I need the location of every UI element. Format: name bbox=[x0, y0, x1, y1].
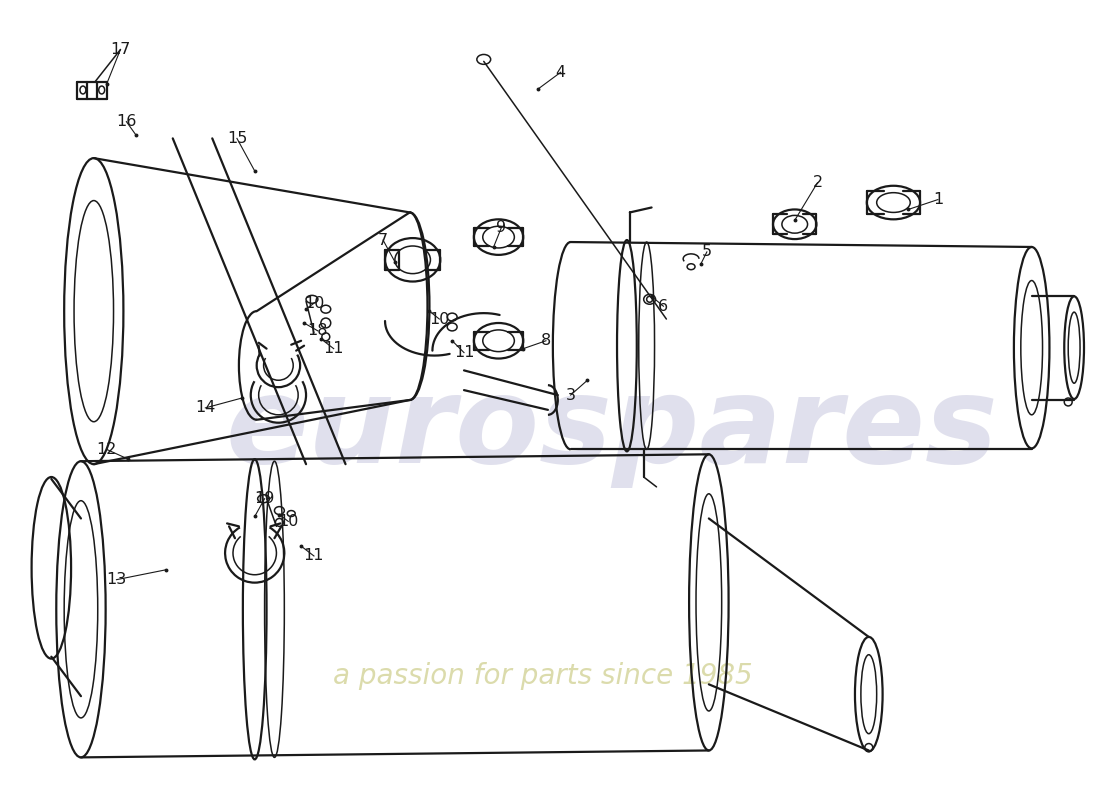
Text: 5: 5 bbox=[702, 245, 712, 259]
Text: 8: 8 bbox=[541, 334, 551, 348]
Text: 11: 11 bbox=[304, 549, 324, 563]
Text: 18: 18 bbox=[308, 323, 328, 338]
Text: 7: 7 bbox=[378, 233, 388, 247]
Text: 11: 11 bbox=[454, 345, 474, 360]
Text: 19: 19 bbox=[254, 491, 275, 506]
Text: 1: 1 bbox=[933, 192, 943, 207]
Text: 10: 10 bbox=[304, 296, 324, 310]
Text: 4: 4 bbox=[556, 65, 565, 80]
Text: 3: 3 bbox=[565, 387, 575, 402]
Text: 2: 2 bbox=[813, 175, 823, 190]
Text: 11: 11 bbox=[323, 341, 344, 356]
Text: eurospares: eurospares bbox=[226, 371, 999, 488]
Text: 12: 12 bbox=[97, 442, 117, 457]
Text: 15: 15 bbox=[227, 131, 248, 146]
Text: 6: 6 bbox=[659, 298, 669, 314]
Text: 10: 10 bbox=[429, 311, 450, 326]
Text: 9: 9 bbox=[496, 220, 507, 234]
Text: 13: 13 bbox=[107, 572, 126, 587]
Text: 17: 17 bbox=[110, 42, 131, 57]
Text: 14: 14 bbox=[195, 400, 216, 415]
Text: 16: 16 bbox=[117, 114, 136, 129]
Text: a passion for parts since 1985: a passion for parts since 1985 bbox=[333, 662, 752, 690]
Text: 10: 10 bbox=[278, 514, 298, 529]
